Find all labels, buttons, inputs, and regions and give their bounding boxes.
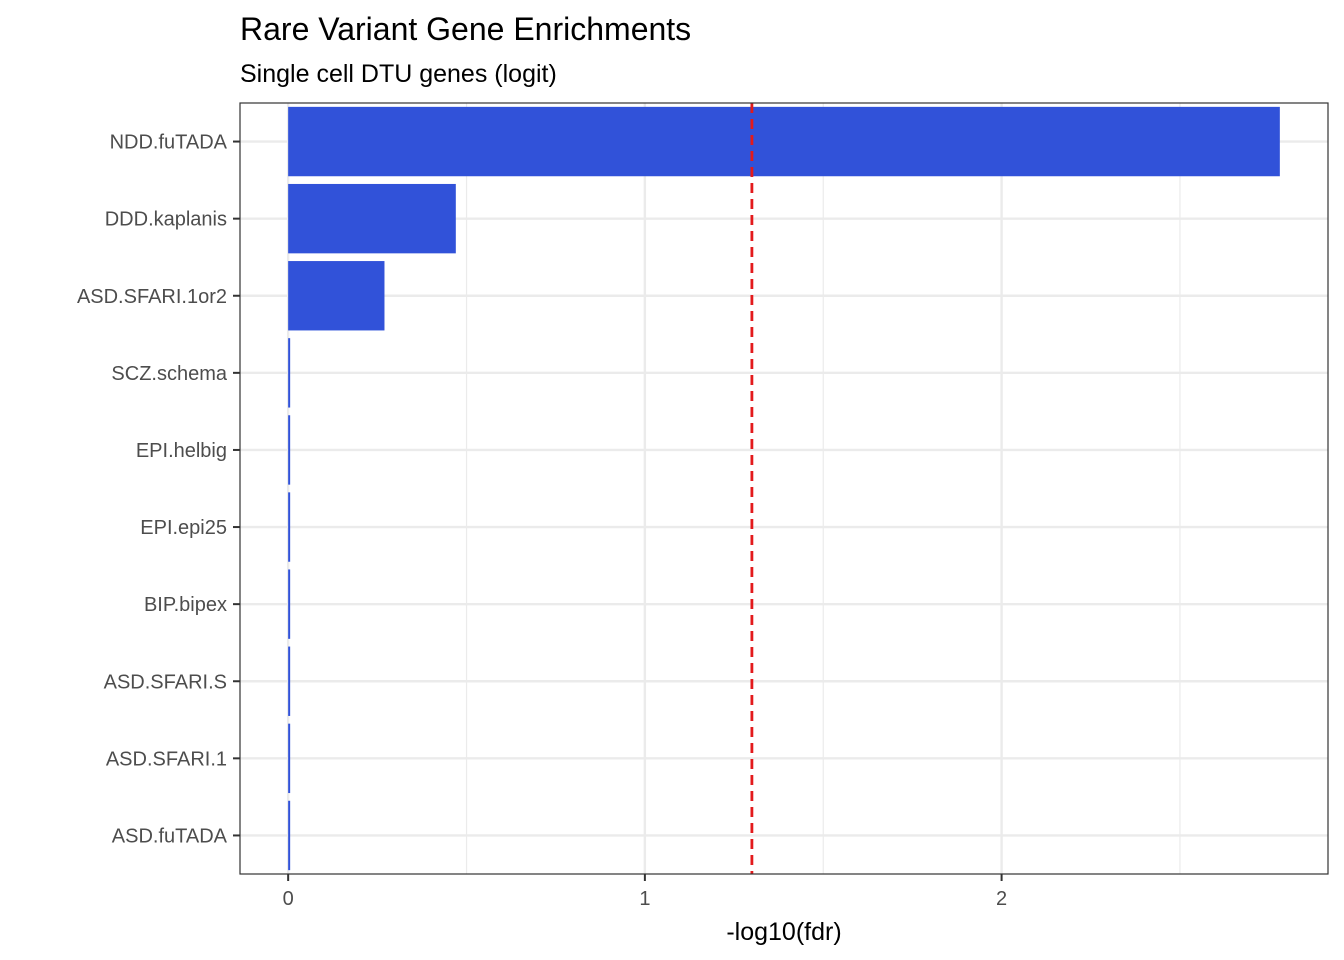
grid-lines bbox=[240, 103, 1328, 874]
y-tick-label: BIP.bipex bbox=[144, 594, 227, 616]
bar-ASD.fuTADA bbox=[288, 800, 291, 871]
y-tick-label: EPI.epi25 bbox=[140, 517, 227, 539]
bar-BIP.bipex bbox=[288, 569, 291, 639]
bar-SCZ.schema bbox=[288, 338, 291, 408]
y-axis: NDD.fuTADA DDD.kaplanis ASD.SFARI.1or2 SCZ.… bbox=[77, 132, 240, 847]
y-tick-label: ASD.SFARI.1 bbox=[106, 748, 227, 770]
y-tick-label: ASD.SFARI.S bbox=[104, 671, 227, 693]
y-tick-label: NDD.fuTADA bbox=[110, 132, 228, 154]
chart-title: Rare Variant Gene Enrichments bbox=[240, 11, 691, 47]
bar-EPI.epi25 bbox=[288, 492, 291, 562]
x-tick-label: 0 bbox=[283, 888, 294, 910]
x-axis-label: -log10(fdr) bbox=[726, 918, 841, 946]
bar-EPI.helbig bbox=[288, 415, 291, 485]
x-tick-label: 2 bbox=[996, 888, 1007, 910]
y-tick-label: ASD.fuTADA bbox=[112, 825, 228, 847]
bar-DDD.kaplanis bbox=[288, 183, 456, 254]
chart-subtitle: Single cell DTU genes (logit) bbox=[240, 60, 557, 88]
bar-ASD.SFARI.1or2 bbox=[288, 261, 385, 331]
y-tick-label: EPI.helbig bbox=[136, 440, 227, 462]
y-tick-label: ASD.SFARI.1or2 bbox=[77, 286, 227, 308]
x-tick-label: 1 bbox=[639, 888, 650, 910]
bar-NDD.fuTADA bbox=[288, 106, 1280, 177]
bar-ASD.SFARI.S bbox=[288, 646, 291, 716]
x-axis: 0 1 2 bbox=[283, 874, 1007, 910]
bars bbox=[288, 106, 1280, 871]
bar-ASD.SFARI.1 bbox=[288, 723, 291, 794]
plot-panel-border bbox=[239, 102, 1329, 875]
y-tick-label: DDD.kaplanis bbox=[105, 209, 227, 231]
y-tick-label: SCZ.schema bbox=[111, 363, 227, 385]
